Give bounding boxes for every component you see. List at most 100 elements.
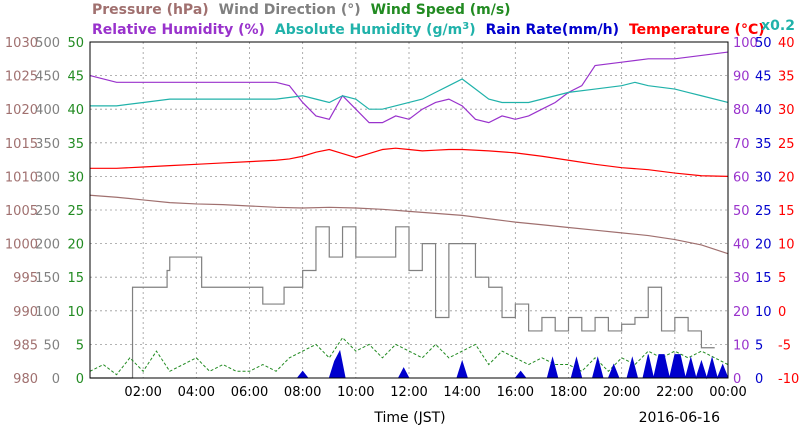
y-tick-temperature: 35 — [778, 70, 795, 85]
y-tick-temperature: 15 — [778, 204, 795, 219]
y-tick-pressure: 1030 — [5, 36, 38, 51]
y-tick-wind-speed: 25 — [67, 204, 84, 219]
legend-label: Rain Rate(mm/h) — [486, 22, 619, 38]
axes-group: 9809859909951000100510101015102010251030… — [5, 36, 799, 400]
y-tick-pressure: 990 — [13, 305, 38, 320]
x-tick-label: 06:00 — [231, 385, 268, 400]
y-tick-wind-speed: 30 — [67, 170, 84, 185]
y-tick-humidity: 60 — [733, 170, 750, 185]
y-tick-rain-rate: 40 — [755, 103, 772, 118]
y-tick-wind-direction: 0 — [52, 372, 60, 387]
series-rain-rate-mm-h — [90, 349, 729, 380]
y-tick-wind-speed: 40 — [67, 103, 84, 118]
x-tick-label: 10:00 — [337, 385, 374, 400]
y-tick-rain-rate: 45 — [755, 70, 772, 85]
y-tick-pressure: 1020 — [5, 103, 38, 118]
y-tick-wind-direction: 200 — [35, 238, 60, 253]
rain-rate-scale-note: x0.2 — [761, 18, 795, 34]
series-relative-humidity — [89, 51, 729, 124]
y-tick-temperature: 25 — [778, 137, 795, 152]
plot-border — [89, 41, 729, 379]
y-tick-pressure: 1005 — [5, 204, 38, 219]
y-tick-pressure: 1000 — [5, 238, 38, 253]
legend-label: Wind Direction (°) — [219, 2, 361, 18]
y-tick-temperature: -10 — [778, 372, 799, 387]
y-tick-wind-direction: 250 — [35, 204, 60, 219]
y-tick-rain-rate: 5 — [755, 338, 763, 353]
y-tick-pressure: 1010 — [5, 170, 38, 185]
y-tick-wind-direction: 400 — [35, 103, 60, 118]
y-tick-wind-direction: 300 — [35, 170, 60, 185]
y-tick-wind-speed: 45 — [67, 70, 84, 85]
x-tick-label: 02:00 — [124, 385, 161, 400]
y-tick-humidity: 10 — [733, 338, 750, 353]
x-tick-label: 14:00 — [443, 385, 480, 400]
grid — [90, 42, 728, 378]
y-tick-humidity: 100 — [733, 36, 758, 51]
y-tick-temperature: -5 — [778, 338, 791, 353]
y-tick-humidity: 90 — [733, 70, 750, 85]
y-tick-wind-speed: 10 — [67, 305, 84, 320]
x-tick-label: 18:00 — [550, 385, 587, 400]
y-tick-pressure: 1025 — [5, 70, 38, 85]
y-tick-wind-direction: 350 — [35, 137, 60, 152]
x-tick-label: 20:00 — [603, 385, 640, 400]
x-axis-label: Time (JST) — [373, 410, 445, 426]
y-tick-humidity: 20 — [733, 305, 750, 320]
y-tick-humidity: 30 — [733, 271, 750, 286]
legend-superscript: 3 — [462, 21, 469, 32]
y-tick-rain-rate: 30 — [755, 170, 772, 185]
y-tick-humidity: 70 — [733, 137, 750, 152]
y-tick-rain-rate: 35 — [755, 137, 772, 152]
y-tick-temperature: 30 — [778, 103, 795, 118]
y-tick-pressure: 980 — [13, 372, 38, 387]
legend: Pressure (hPa) Wind Direction (°) Wind Spe… — [92, 2, 795, 38]
x-tick-label: 04:00 — [178, 385, 215, 400]
y-tick-temperature: 40 — [778, 36, 795, 51]
y-tick-rain-rate: 10 — [755, 305, 772, 320]
legend-label: Absolute Humidity (g/m3) — [275, 21, 476, 38]
y-tick-temperature: 0 — [778, 305, 786, 320]
y-tick-wind-speed: 15 — [67, 271, 84, 286]
y-tick-temperature: 5 — [778, 271, 786, 286]
y-tick-wind-direction: 50 — [43, 338, 60, 353]
series-temperature-c — [90, 147, 729, 177]
y-tick-rain-rate: 15 — [755, 271, 772, 286]
x-tick-label: 16:00 — [497, 385, 534, 400]
x-tick-label: 00:00 — [709, 385, 746, 400]
y-tick-rain-rate: 50 — [755, 36, 772, 51]
y-tick-wind-speed: 20 — [67, 238, 84, 253]
y-tick-wind-direction: 450 — [35, 70, 60, 85]
x-tick-label: 22:00 — [656, 385, 693, 400]
y-tick-pressure: 1015 — [5, 137, 38, 152]
y-tick-humidity: 50 — [733, 204, 750, 219]
y-tick-wind-direction: 150 — [35, 271, 60, 286]
y-tick-rain-rate: 20 — [755, 238, 772, 253]
y-tick-rain-rate: 25 — [755, 204, 772, 219]
y-tick-pressure: 995 — [13, 271, 38, 286]
x-tick-label: 12:00 — [390, 385, 427, 400]
y-tick-wind-speed: 5 — [76, 338, 84, 353]
y-tick-wind-speed: 0 — [76, 372, 84, 387]
y-tick-rain-rate: 0 — [755, 372, 763, 387]
series-group — [89, 51, 729, 380]
y-tick-wind-speed: 35 — [67, 137, 84, 152]
y-tick-temperature: 20 — [778, 170, 795, 185]
legend-suffix: ) — [469, 22, 475, 38]
y-tick-humidity: 40 — [733, 238, 750, 253]
y-tick-wind-direction: 100 — [35, 305, 60, 320]
legend-label: Temperature (°C) — [629, 22, 765, 38]
legend-label: Pressure (hPa) — [92, 2, 209, 18]
y-tick-wind-direction: 500 — [35, 36, 60, 51]
series-absolute-humidity-g-m3 — [90, 78, 729, 110]
y-tick-humidity: 80 — [733, 103, 750, 118]
legend-label: Wind Speed (m/s) — [371, 2, 511, 18]
series-pressure-hpa — [89, 194, 729, 255]
plot-frame — [89, 41, 729, 379]
y-tick-temperature: 10 — [778, 238, 795, 253]
x-tick-label: 08:00 — [284, 385, 321, 400]
y-tick-pressure: 985 — [13, 338, 38, 353]
series-wind-direction — [90, 226, 715, 379]
y-tick-humidity: 0 — [733, 372, 741, 387]
